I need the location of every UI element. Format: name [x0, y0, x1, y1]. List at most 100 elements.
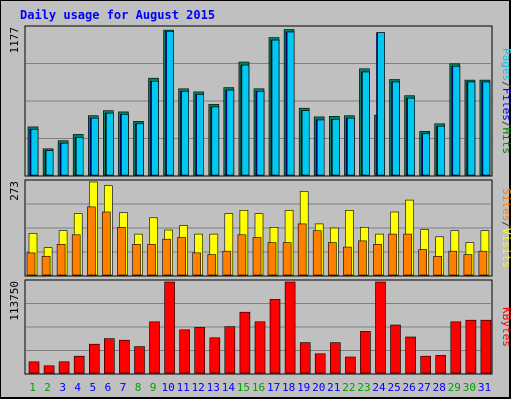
day-label-27: 27: [418, 381, 431, 394]
legend-entry: Pages: [500, 48, 512, 81]
bar-kbytes-day-30: [465, 319, 477, 374]
bar-sites-day-21: [327, 242, 337, 276]
bar-pages-day-23: [362, 71, 370, 176]
bar-pages-day-5: [91, 117, 99, 176]
bar-pages-day-25: [392, 81, 400, 176]
bar-kbytes-day-9: [149, 321, 160, 374]
bar-pages-day-16: [256, 91, 265, 176]
bar-kbytes-day-29: [450, 321, 462, 374]
day-label-11: 11: [177, 381, 190, 394]
bar-pages-day-24: [377, 32, 385, 176]
bar-pages-day-14: [226, 89, 235, 176]
bar-sites-day-6: [102, 211, 111, 276]
bar-kbytes-day-22: [345, 356, 356, 374]
bar-kbytes-day-27: [420, 355, 432, 374]
bar-sites-day-12: [192, 252, 201, 276]
legend-entry: Files: [500, 88, 512, 121]
bar-sites-day-31: [478, 250, 488, 276]
bar-pages-day-10: [166, 31, 174, 176]
bar-pages-day-1: [30, 129, 39, 176]
day-label-6: 6: [105, 381, 112, 394]
bar-pages-day-3: [60, 142, 69, 176]
bar-sites-day-10: [162, 238, 171, 276]
day-label-19: 19: [297, 381, 310, 394]
bar-pages-day-28: [437, 126, 446, 176]
panel-traffic-max-label: 1177: [8, 27, 21, 54]
bar-pages-day-7: [121, 114, 129, 176]
bar-sites-day-27: [418, 249, 428, 276]
day-label-1: 1: [29, 381, 36, 394]
panel-kbytes-max-label: 113750: [8, 281, 21, 321]
bar-kbytes-day-25: [390, 324, 401, 374]
bar-pages-day-6: [106, 112, 114, 176]
bar-kbytes-day-20: [314, 353, 326, 374]
day-label-16: 16: [252, 381, 265, 394]
bar-kbytes-day-6: [104, 338, 115, 374]
legend-entry: Hits: [500, 128, 512, 155]
day-label-15: 15: [237, 381, 250, 394]
bar-sites-day-18: [282, 242, 292, 276]
bar-kbytes-day-11: [179, 329, 190, 374]
day-label-7: 7: [120, 381, 127, 394]
bar-sites-day-9: [147, 244, 156, 276]
bar-pages-day-13: [211, 106, 220, 176]
bar-kbytes-day-3: [58, 361, 70, 374]
bar-kbytes-day-16: [254, 321, 266, 374]
day-label-24: 24: [372, 381, 386, 394]
bar-sites-day-23: [358, 240, 367, 276]
bar-kbytes-day-17: [269, 299, 281, 374]
day-label-14: 14: [222, 381, 236, 394]
bar-pages-day-22: [347, 117, 355, 176]
bar-kbytes-day-12: [194, 327, 205, 374]
bar-sites-day-16: [252, 237, 262, 276]
bar-kbytes-day-2: [43, 365, 55, 374]
legend-entry: /: [500, 121, 512, 128]
bar-kbytes-day-19: [299, 342, 311, 374]
bar-sites-day-2: [41, 255, 51, 276]
day-label-17: 17: [267, 381, 280, 394]
bar-kbytes-day-10: [164, 281, 175, 374]
bar-pages-day-19: [301, 110, 310, 176]
bar-sites-day-13: [207, 254, 217, 276]
bar-pages-day-11: [181, 91, 189, 176]
bar-pages-day-18: [286, 31, 295, 176]
panel-kbytes-legend: KBytes: [500, 307, 512, 347]
bar-pages-day-21: [331, 119, 340, 176]
bar-pages-day-9: [151, 81, 159, 176]
bar-sites-day-7: [117, 227, 126, 276]
bar-kbytes-day-15: [239, 311, 251, 374]
day-label-9: 9: [150, 381, 157, 394]
bar-pages-day-12: [196, 94, 204, 176]
bar-sites-day-4: [71, 234, 81, 276]
bar-kbytes-day-7: [119, 339, 130, 374]
bar-pages-day-15: [241, 64, 250, 176]
bar-kbytes-day-28: [435, 355, 447, 374]
bar-pages-day-29: [452, 66, 461, 176]
bar-kbytes-day-21: [329, 342, 341, 374]
bar-sites-day-28: [433, 255, 443, 276]
bar-pages-day-30: [467, 81, 476, 176]
day-label-21: 21: [327, 381, 340, 394]
panel-kbytes: 113750 KBytes: [8, 279, 512, 375]
day-label-8: 8: [135, 381, 142, 394]
day-label-3: 3: [59, 381, 66, 394]
day-label-25: 25: [387, 381, 400, 394]
bar-kbytes-day-8: [134, 346, 145, 374]
panel-visits: 273 Sites/Visits: [8, 179, 512, 277]
bar-kbytes-day-31: [480, 319, 492, 374]
day-label-30: 30: [463, 381, 476, 394]
bar-sites-day-29: [448, 250, 458, 276]
bar-sites-day-24: [373, 244, 382, 276]
bar-sites-day-20: [312, 230, 322, 276]
day-label-10: 10: [161, 381, 174, 394]
bar-pages-day-20: [316, 119, 325, 176]
day-label-13: 13: [207, 381, 220, 394]
bar-sites-day-19: [297, 223, 307, 276]
bar-kbytes-day-1: [28, 361, 40, 374]
bar-kbytes-day-24: [375, 281, 386, 374]
legend-entry: /: [500, 221, 512, 228]
bar-sites-day-8: [132, 244, 141, 276]
